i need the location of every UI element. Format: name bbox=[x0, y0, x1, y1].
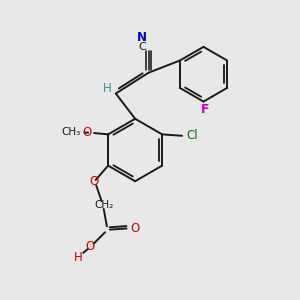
Text: H: H bbox=[103, 82, 112, 95]
Text: Cl: Cl bbox=[187, 129, 198, 142]
Text: H: H bbox=[74, 250, 83, 264]
Text: C: C bbox=[138, 42, 146, 52]
Text: CH₂: CH₂ bbox=[94, 200, 113, 210]
Text: CH₃: CH₃ bbox=[61, 127, 81, 137]
Text: O: O bbox=[86, 240, 95, 253]
Text: O: O bbox=[89, 175, 99, 188]
Text: O: O bbox=[131, 222, 140, 235]
Text: N: N bbox=[137, 31, 147, 44]
Text: F: F bbox=[201, 103, 209, 116]
Text: O: O bbox=[83, 126, 92, 139]
